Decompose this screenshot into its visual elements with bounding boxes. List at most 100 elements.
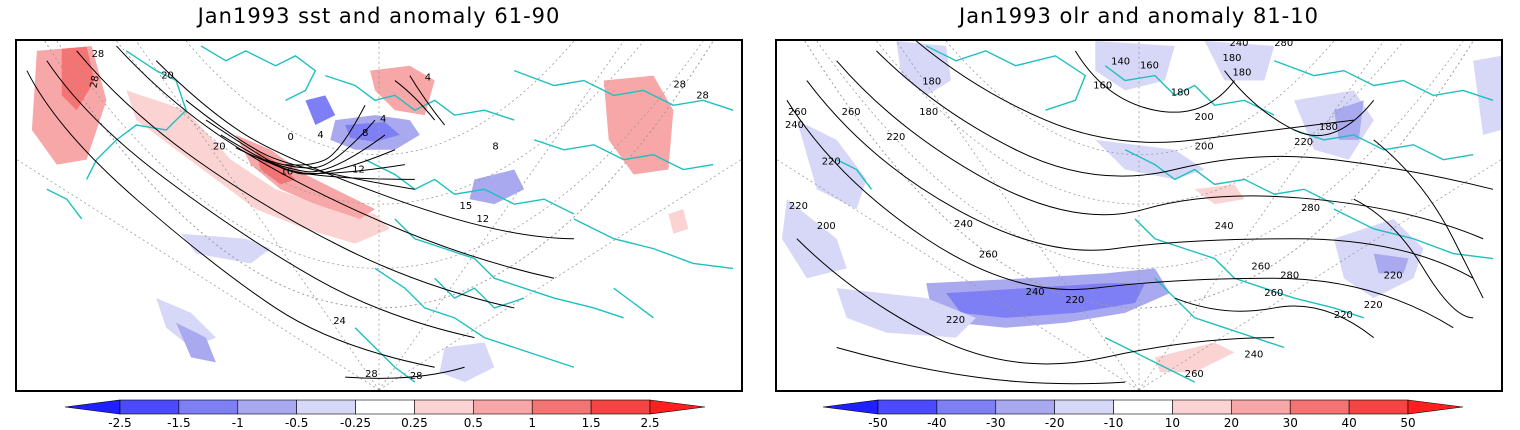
- olr-anomaly-map: 180 180 140 160 180 180 160 180 200 240 …: [775, 39, 1503, 392]
- sst-panel-title: Jan1993 sst and anomaly 61-90: [197, 4, 561, 28]
- sst-map-canvas: 28 28 28 28 20 0 4 4 8 4 12 16 20 15 8 2…: [17, 41, 741, 390]
- colorbar-tick-label: -0.25: [340, 416, 371, 429]
- colorbar-tick-label: -0.5: [285, 416, 308, 429]
- olr-contour-label: 260: [1264, 288, 1283, 299]
- olr-contour-label: 140: [1111, 57, 1130, 68]
- olr-contour-label: 260: [1185, 369, 1204, 380]
- olr-contour-label: 240: [1215, 221, 1234, 232]
- olr-contour-label: 180: [1171, 87, 1190, 98]
- colorbar-swatch: [1172, 399, 1232, 415]
- colorbar-tick-label: -2.5: [108, 416, 131, 429]
- colorbar-tick-label: -1: [232, 416, 244, 429]
- olr-contour-label: 260: [1251, 261, 1270, 272]
- olr-contour-label: 180: [1319, 122, 1338, 133]
- sst-colorbar-labels: -2.5 -1.5 -1 -0.5 -0.25 0.25 0.5 1 1.5 2.5: [108, 416, 659, 429]
- olr-contour-label: 220: [789, 201, 808, 212]
- colorbar-swatch: [1054, 399, 1114, 415]
- olr-contour-label: 220: [822, 157, 841, 168]
- colorbar-tick-label: -10: [1104, 416, 1124, 429]
- colorbar-tick-label: -40: [927, 416, 947, 429]
- sst-anomaly-map: 28 28 28 28 20 0 4 4 8 4 12 16 20 15 8 2…: [15, 39, 743, 392]
- sst-contour-label: 12: [476, 214, 489, 225]
- colorbar-swatch: [296, 399, 356, 415]
- sst-contour-label: 8: [362, 128, 368, 139]
- olr-contour-label: 240: [1230, 41, 1249, 49]
- sst-contour-label: 28: [92, 49, 105, 60]
- colorbar-swatch: [414, 399, 474, 415]
- colorbar-right-arrow: [1407, 399, 1464, 415]
- olr-contour-label: 180: [919, 107, 938, 118]
- olr-contour-label: 240: [954, 219, 973, 230]
- sst-contour-label: 28: [673, 79, 686, 90]
- sst-contour-label: 4: [380, 114, 386, 125]
- sst-contour-label: 28: [696, 90, 709, 101]
- olr-contour-label: 160: [1140, 61, 1159, 72]
- sst-contour-label: 20: [213, 142, 226, 153]
- colorbar-swatch: [1348, 399, 1409, 415]
- olr-contour-label: 220: [1065, 295, 1084, 306]
- olr-contour-label: 280: [1301, 203, 1320, 214]
- olr-graticule: [777, 41, 1501, 390]
- sst-anomaly-shading: [31, 45, 689, 383]
- colorbar-swatch: [178, 399, 239, 415]
- colorbar-tick-label: 1: [528, 416, 536, 429]
- sst-contour-label: 0: [288, 132, 294, 143]
- olr-contour-label: 200: [1195, 112, 1214, 123]
- olr-contour-label: 200: [1195, 142, 1214, 153]
- sst-colorbar-swatches: [64, 399, 706, 415]
- colorbar-tick-label: 40: [1341, 416, 1356, 429]
- sst-contour-label: 28: [89, 75, 102, 89]
- olr-contour-label: 280: [1274, 41, 1293, 49]
- olr-contour-label: 260: [979, 250, 998, 261]
- colorbar-swatch: [590, 399, 651, 415]
- sst-contour-label: 4: [317, 130, 323, 141]
- sst-contour-label: 28: [365, 369, 378, 380]
- colorbar-tick-label: -20: [1045, 416, 1065, 429]
- colorbar-tick-label: 50: [1400, 416, 1415, 429]
- colorbar-swatch: [1289, 399, 1350, 415]
- olr-contour-label: 220: [946, 315, 965, 326]
- colorbar-swatch: [1113, 399, 1173, 415]
- sst-contour-label: 12: [352, 165, 365, 176]
- sst-contours: [26, 45, 574, 379]
- olr-panel-title: Jan1993 olr and anomaly 81-10: [959, 4, 1319, 28]
- colorbar-swatch: [877, 399, 938, 415]
- olr-contour-label: 240: [785, 120, 804, 131]
- colorbar-tick-label: 0.25: [401, 416, 428, 429]
- colorbar-tick-label: 0.5: [464, 416, 483, 429]
- olr-contour-label: 180: [922, 77, 941, 88]
- olr-contour-labels: 180 180 140 160 180 180 160 180 200 240 …: [785, 41, 1403, 380]
- olr-contour-label: 240: [1244, 349, 1263, 360]
- sst-coastlines: [46, 45, 734, 383]
- olr-contours: [786, 41, 1494, 385]
- colorbar-swatch: [119, 399, 180, 415]
- sst-contour-labels: 28 28 28 28 20 0 4 4 8 4 12 16 20 15 8 2…: [89, 49, 709, 382]
- sst-colorbar: -2.5 -1.5 -1 -0.5 -0.25 0.25 0.5 1 1.5 2.5: [60, 399, 710, 429]
- sst-contour-label: 28: [410, 371, 423, 382]
- colorbar-tick-label: -50: [868, 416, 888, 429]
- colorbar-swatch: [237, 399, 297, 415]
- colorbar-tick-label: 30: [1283, 416, 1298, 429]
- colorbar-tick-label: 10: [1165, 416, 1180, 429]
- olr-colorbar: -50 -40 -30 -20 -10 10 20 30 40 50: [818, 399, 1468, 429]
- colorbar-left-arrow: [64, 399, 121, 415]
- olr-contour-label: 160: [1093, 80, 1112, 91]
- olr-contour-label: 220: [1294, 137, 1313, 148]
- colorbar-swatch: [936, 399, 997, 415]
- sst-contour-label: 8: [492, 142, 498, 153]
- olr-contour-label: 200: [817, 221, 836, 232]
- olr-contour-label: 180: [1223, 53, 1242, 64]
- sst-contour-label: 16: [281, 166, 294, 177]
- olr-map-canvas: 180 180 140 160 180 180 160 180 200 240 …: [777, 41, 1501, 390]
- sst-contour-label: 24: [333, 316, 346, 327]
- olr-colorbar-swatches: [822, 399, 1464, 415]
- olr-contour-label: 240: [1026, 287, 1045, 298]
- olr-colorbar-labels: -50 -40 -30 -20 -10 10 20 30 40 50: [868, 416, 1415, 429]
- sst-contour-label: 15: [460, 201, 473, 212]
- colorbar-swatch: [355, 399, 415, 415]
- colorbar-tick-label: 20: [1224, 416, 1239, 429]
- colorbar-tick-label: 2.5: [640, 416, 659, 429]
- olr-contour-label: 220: [1364, 300, 1383, 311]
- olr-anomaly-shading: [781, 41, 1501, 373]
- colorbar-swatch: [473, 399, 533, 415]
